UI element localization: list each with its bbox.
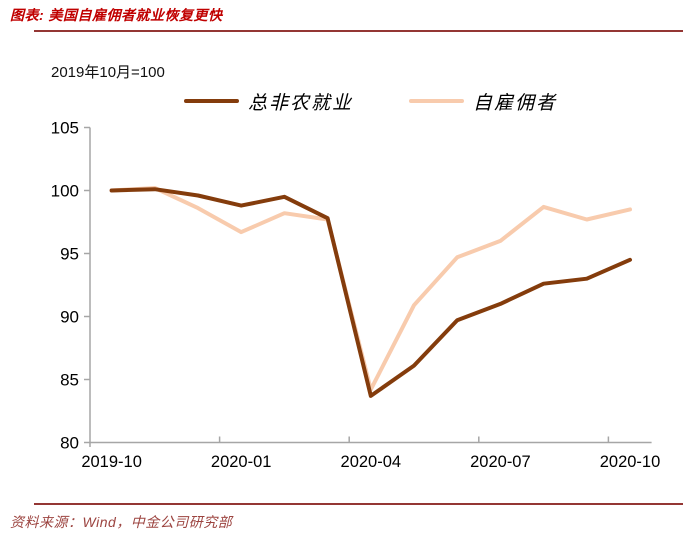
x-axis-tick-label: 2020-10 <box>600 453 661 471</box>
nonfarm-legend-label: 总非农就业 <box>248 92 354 114</box>
footer-rule <box>34 503 683 505</box>
series-line-自雇佣者 <box>109 186 632 392</box>
series-line-总非农就业 <box>109 187 632 398</box>
axis-unit-note: 2019年10月=100 <box>51 64 165 81</box>
x-axis-tick-label: 2020-04 <box>341 453 402 471</box>
y-axis-tick-label: 90 <box>60 308 79 327</box>
y-axis-tick-label: 100 <box>51 182 79 201</box>
title-underline-rule <box>34 30 683 32</box>
source-note: 资料来源：Wind，中金公司研究部 <box>10 514 233 530</box>
legend-item-nonfarm: 总非农就业 <box>184 88 353 115</box>
y-axis-tick-label: 95 <box>60 245 79 264</box>
selfemployed-line-swatch <box>409 99 465 103</box>
x-axis-tick-label: 2019-10 <box>81 453 142 471</box>
y-axis-tick-label: 85 <box>60 371 79 390</box>
y-axis-tick-label: 105 <box>51 119 79 138</box>
selfemployed-legend-label: 自雇佣者 <box>473 92 558 114</box>
nonfarm-line-swatch <box>184 99 239 103</box>
page-title: 图表: 美国自雇佣者就业恢复更快 <box>10 7 223 23</box>
y-axis-tick-label: 80 <box>60 434 79 453</box>
x-axis-tick-label: 2020-07 <box>470 453 531 471</box>
legend-item-selfemployed: 自雇佣者 <box>409 88 557 115</box>
chart-legend: 总非农就业 自雇佣者 <box>184 88 557 115</box>
x-axis-tick-label: 2020-01 <box>211 453 272 471</box>
